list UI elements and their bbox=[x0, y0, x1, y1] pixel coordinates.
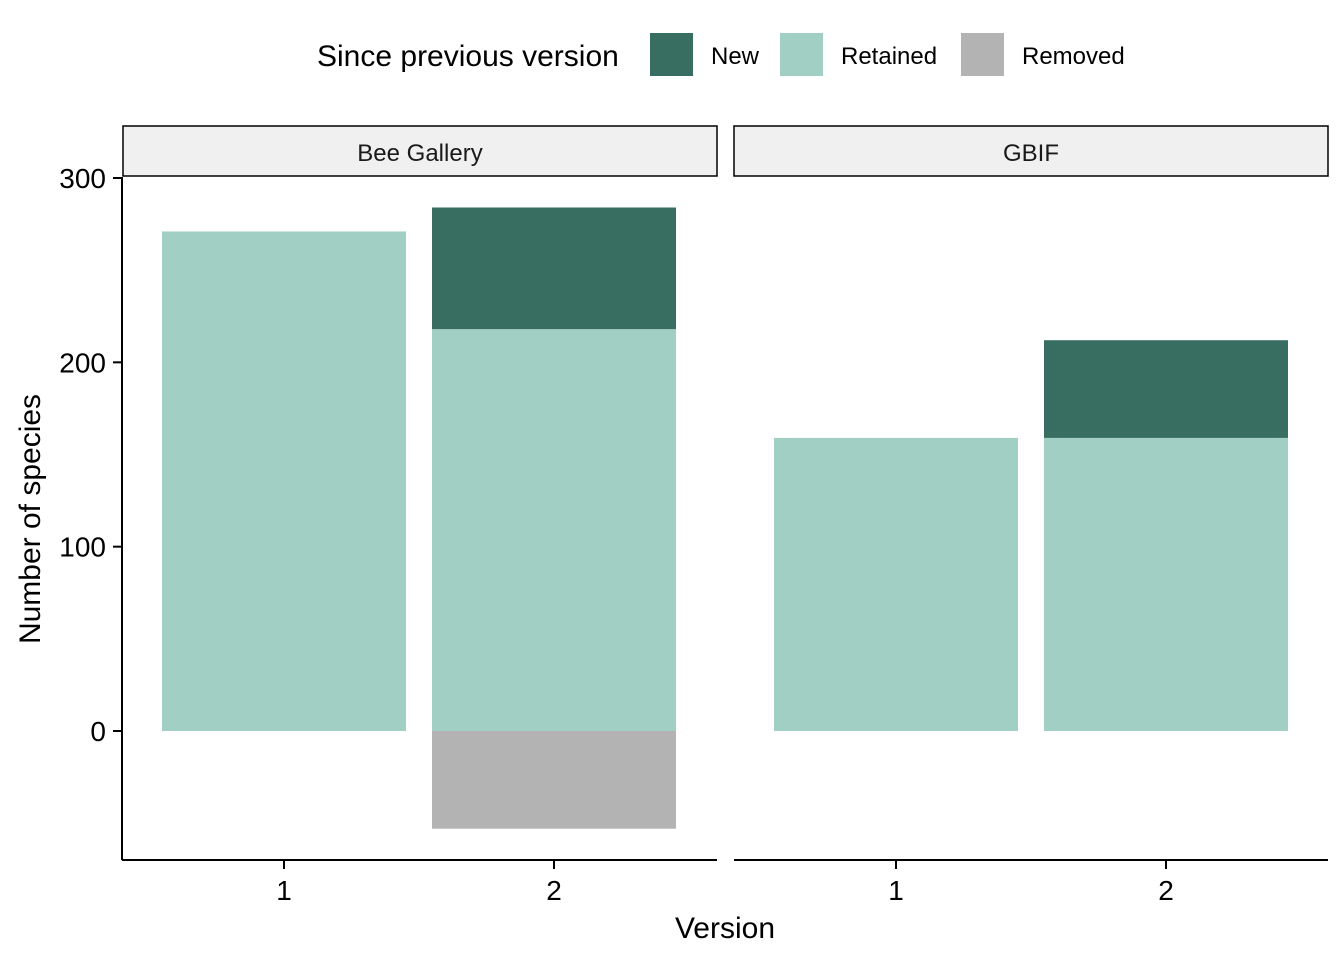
legend-key-retained bbox=[780, 33, 823, 76]
bar-bee-gallery-v2-new bbox=[432, 207, 676, 330]
legend-title: Since previous version bbox=[317, 40, 619, 73]
legend: Since previous version New Retained Remo… bbox=[317, 33, 1125, 76]
y-tick-label: 200 bbox=[59, 347, 106, 378]
y-axis: 0 100 200 300 bbox=[59, 163, 123, 860]
facet-strip-bee-gallery: Bee Gallery bbox=[122, 125, 718, 177]
bar-gbif-v1-retained bbox=[774, 437, 1018, 731]
x-tick-label: 2 bbox=[1158, 875, 1174, 906]
x-axis-title: Version bbox=[675, 912, 775, 945]
legend-label-removed: Removed bbox=[1022, 43, 1125, 70]
x-tick-label: 2 bbox=[546, 875, 562, 906]
bar-bee-gallery-v1-retained bbox=[162, 231, 406, 731]
y-tick-label: 300 bbox=[59, 163, 106, 194]
bar-bee-gallery-v2-removed bbox=[432, 731, 676, 829]
bar-bee-gallery-v2-retained bbox=[432, 329, 676, 731]
facet-strip-gbif: GBIF bbox=[733, 125, 1329, 177]
bars bbox=[162, 207, 1288, 829]
legend-key-removed bbox=[961, 33, 1004, 76]
x-tick-label: 1 bbox=[888, 875, 904, 906]
legend-label-retained: Retained bbox=[841, 43, 937, 70]
legend-label-new: New bbox=[711, 43, 760, 70]
x-tick-label: 1 bbox=[276, 875, 292, 906]
y-axis-title: Number of species bbox=[14, 394, 47, 644]
facet-title-bee-gallery: Bee Gallery bbox=[357, 140, 482, 167]
y-tick-label: 100 bbox=[59, 532, 106, 563]
legend-key-new bbox=[650, 33, 693, 76]
y-tick-label: 0 bbox=[90, 716, 106, 747]
bar-gbif-v2-retained bbox=[1044, 437, 1288, 731]
facet-title-gbif: GBIF bbox=[1003, 140, 1059, 167]
bar-gbif-v2-new bbox=[1044, 340, 1288, 438]
